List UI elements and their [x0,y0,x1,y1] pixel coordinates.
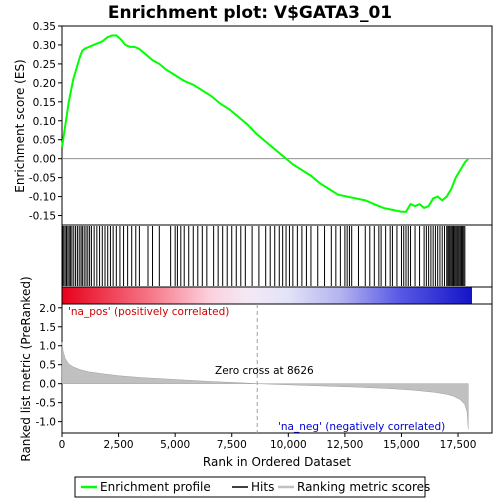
es-y-tick-label: -0.10 [29,192,56,204]
rank-y-tick-label: 1.5 [39,322,56,334]
es-y-tick-label: 0.00 [33,154,56,166]
es-y-ticks: 0.35 0.30 0.25 0.20 0.15 0.10 0.05 0.00 -0.05 -0.… [29,21,62,223]
es-plot-frame [61,25,493,226]
legend-hits-label: Hits [251,480,274,494]
ranking-color-bar [61,286,493,305]
rank-metric-panel: 2.0 1.5 1.0 0.5 0.0 -0.5 -1.0 0 2,500 5,000 7,500… [19,276,493,469]
es-y-tick-label: 0.20 [33,78,56,90]
x-tick-label: 0 [59,439,66,451]
es-y-tick-label: 0.10 [33,116,56,128]
enrichment-profile-line [61,34,469,213]
x-tick-label: 5,000 [160,439,190,451]
rank-y-tick-label: 1.0 [39,341,56,353]
rank-y-tick-label: 2.0 [39,303,56,315]
es-y-tick-label: 0.05 [33,135,56,147]
x-tick-label: 12,500 [327,439,364,451]
es-y-tick-label: 0.30 [33,40,56,52]
es-y-tick-label: -0.15 [29,211,56,223]
legend-frame [74,476,426,498]
hits-panel [61,224,493,288]
rank-y-tick-label: 0.0 [39,379,56,391]
es-panel: 0.35 0.30 0.25 0.20 0.15 0.10 0.05 0.00 -0.05 -0.… [13,21,493,226]
es-y-axis-label: Enrichment score (ES) [13,59,27,192]
rank-y-tick-label: -0.5 [36,398,57,410]
x-tick-label: 7,500 [217,439,247,451]
es-y-tick-label: 0.35 [33,21,56,33]
x-tick-label: 17,500 [440,439,477,451]
rank-plot-frame [61,303,493,434]
es-y-tick-label: 0.25 [33,59,56,71]
rank-y-tick-label: -1.0 [36,417,57,429]
hits-frame [61,224,493,288]
rank-y-ticks: 2.0 1.5 1.0 0.5 0.0 -0.5 -1.0 [36,303,62,429]
chart-title: Enrichment plot: V$GATA3_01 [108,3,392,23]
hits-lines [62,226,466,286]
rank-x-ticks: 0 2,500 5,000 7,500 10,000 12,500 15,000 17,500 [59,433,477,451]
legend: Enrichment profile Hits Ranking metric s… [74,476,430,498]
legend-enrichment-label: Enrichment profile [100,480,211,494]
negative-correlation-label: 'na_neg' (negatively correlated) [278,421,445,433]
zero-cross-annotation: Zero cross at 8626 [215,365,314,377]
x-tick-label: 10,000 [270,439,307,451]
ranking-gradient-bar [62,287,472,304]
x-tick-label: 2,500 [104,439,134,451]
rank-y-axis-label: Ranked list metric (PreRanked) [19,276,33,461]
es-y-tick-label: -0.05 [29,173,56,185]
x-axis-label: Rank in Ordered Dataset [203,455,351,469]
legend-ranking-label: Ranking metric scores [297,480,430,494]
rank-y-tick-label: 0.5 [39,360,56,372]
positive-correlation-label: 'na_pos' (positively correlated) [68,306,229,318]
x-tick-label: 15,000 [383,439,420,451]
es-y-tick-label: 0.15 [33,97,56,109]
